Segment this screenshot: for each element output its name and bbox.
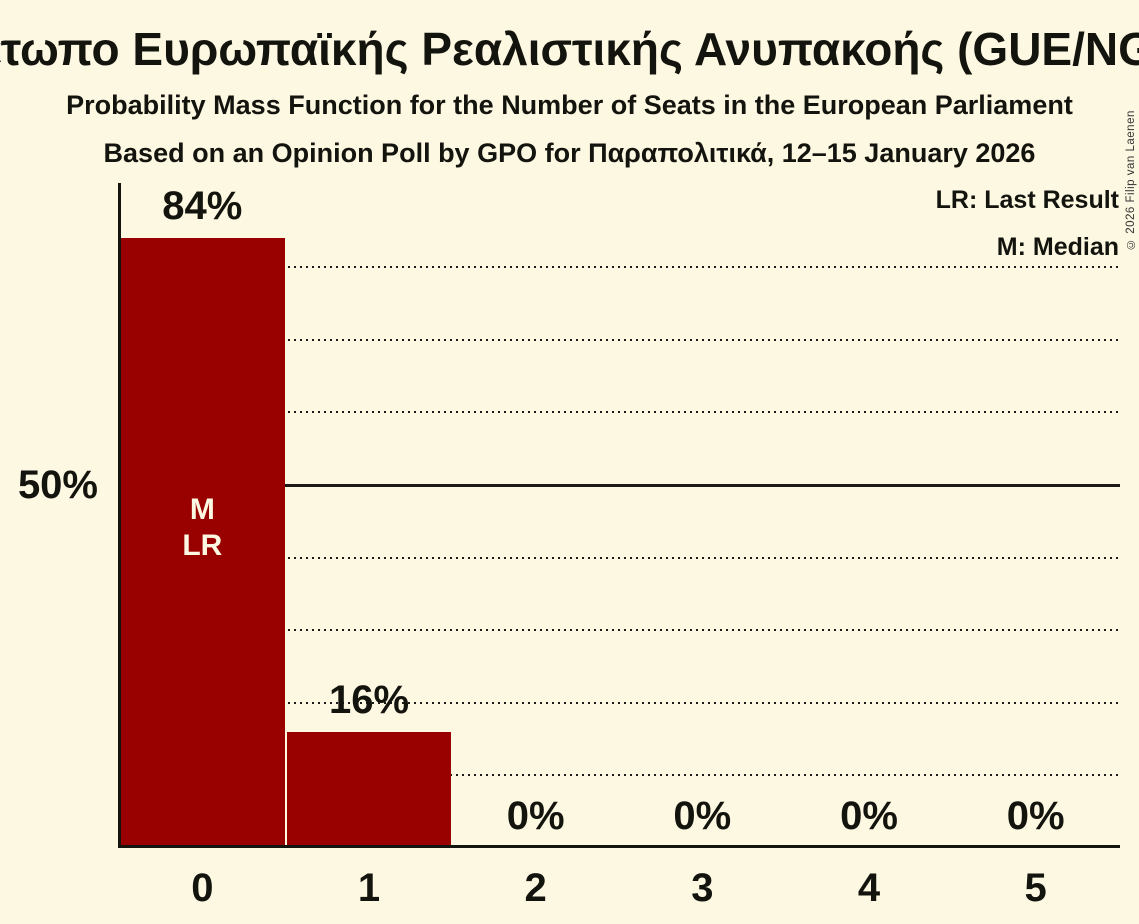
gridline-80pct [120, 266, 1120, 269]
gridline-50pct-solid [120, 483, 1120, 487]
bar-seats-0 [120, 238, 285, 848]
copyright-notice: © 2026 Filip van Laenen [1125, 110, 1137, 250]
gridline-20pct [120, 701, 1120, 704]
y-axis-line [118, 183, 121, 848]
bar-value-label-4: 0% [840, 794, 898, 838]
x-tick-label-2: 2 [524, 866, 547, 910]
gridline-40pct [120, 556, 1120, 559]
legend-entry-last-result: LR: Last Result [935, 186, 1119, 214]
x-tick-label-4: 4 [857, 866, 881, 910]
x-axis-line [118, 845, 1120, 848]
bar-value-label-0: 84% [162, 184, 243, 229]
bar-seats-1 [286, 731, 452, 848]
bar-value-label-2: 0% [506, 794, 565, 838]
x-tick-label-0: 0 [191, 866, 214, 910]
gridline-10pct [120, 774, 1120, 777]
median-last-result-annotation: M LR [182, 493, 223, 562]
chart-title: Μέτωπο Ευρωπαϊκής Ρεαλιστικής Ανυπακοής … [0, 23, 1139, 75]
gridline-70pct [120, 338, 1120, 341]
chart-subtitle: Probability Mass Function for the Number… [66, 90, 1073, 120]
bar-value-label-5: 0% [1006, 794, 1065, 838]
legend-entry-median: M: Median [996, 233, 1119, 261]
legend: LR: Last Result M: Median [936, 177, 1119, 271]
bar-value-label-1: 16% [328, 677, 410, 722]
y-axis-tick-label: 50% [17, 463, 98, 507]
chart-subtitle-poll: Based on an Opinion Poll by GPO for Παρα… [103, 138, 1036, 168]
x-tick-label-3: 3 [691, 866, 714, 910]
x-tick-label-1: 1 [357, 866, 381, 910]
x-tick-label-5: 5 [1024, 866, 1047, 910]
bar-value-label-3: 0% [673, 794, 732, 838]
gridline-60pct [120, 411, 1120, 414]
gridline-30pct [120, 629, 1120, 632]
